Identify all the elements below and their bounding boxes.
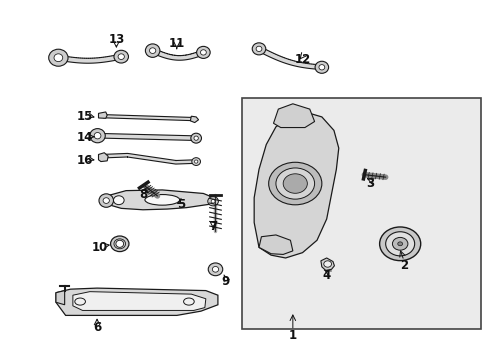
Ellipse shape — [99, 194, 113, 207]
Ellipse shape — [90, 129, 105, 143]
Ellipse shape — [208, 263, 223, 276]
Ellipse shape — [49, 49, 68, 66]
Ellipse shape — [211, 199, 215, 203]
Polygon shape — [56, 291, 64, 305]
Ellipse shape — [314, 61, 328, 73]
Ellipse shape — [145, 44, 160, 57]
Polygon shape — [259, 235, 292, 255]
Ellipse shape — [118, 54, 124, 59]
Ellipse shape — [385, 232, 414, 256]
FancyBboxPatch shape — [242, 99, 480, 329]
Text: 3: 3 — [366, 177, 373, 190]
Ellipse shape — [110, 236, 129, 252]
Ellipse shape — [191, 158, 200, 166]
Ellipse shape — [397, 242, 402, 246]
Ellipse shape — [256, 46, 262, 51]
Text: 4: 4 — [322, 269, 330, 282]
Ellipse shape — [75, 298, 85, 305]
Ellipse shape — [144, 194, 180, 205]
Text: 10: 10 — [91, 241, 107, 254]
Polygon shape — [103, 114, 192, 121]
Ellipse shape — [212, 266, 218, 272]
Polygon shape — [98, 153, 108, 162]
Polygon shape — [73, 292, 205, 310]
Polygon shape — [151, 49, 204, 60]
Ellipse shape — [116, 240, 123, 247]
Ellipse shape — [94, 132, 101, 139]
Ellipse shape — [207, 197, 218, 206]
Text: 16: 16 — [77, 154, 93, 167]
Ellipse shape — [323, 261, 331, 267]
Text: 14: 14 — [77, 131, 93, 144]
Polygon shape — [98, 112, 107, 118]
Ellipse shape — [379, 227, 420, 261]
Polygon shape — [101, 153, 195, 164]
Text: 6: 6 — [93, 321, 101, 334]
Polygon shape — [106, 190, 215, 210]
Ellipse shape — [200, 50, 206, 55]
Ellipse shape — [190, 133, 201, 143]
Polygon shape — [58, 54, 122, 63]
Polygon shape — [273, 104, 314, 127]
Polygon shape — [190, 116, 198, 123]
Ellipse shape — [113, 196, 124, 204]
Ellipse shape — [183, 298, 194, 305]
Ellipse shape — [194, 160, 198, 163]
Text: 7: 7 — [208, 220, 217, 233]
Text: 8: 8 — [139, 188, 147, 201]
Polygon shape — [97, 134, 196, 140]
Ellipse shape — [114, 50, 128, 63]
Text: 2: 2 — [399, 258, 407, 271]
Ellipse shape — [392, 238, 407, 250]
Ellipse shape — [318, 65, 324, 70]
Ellipse shape — [103, 198, 109, 203]
Text: 12: 12 — [294, 53, 310, 66]
Polygon shape — [56, 288, 218, 315]
Ellipse shape — [283, 174, 307, 193]
Polygon shape — [257, 47, 322, 69]
Ellipse shape — [54, 54, 62, 62]
Text: 1: 1 — [288, 329, 296, 342]
Text: 5: 5 — [177, 198, 185, 211]
Ellipse shape — [252, 43, 265, 55]
Ellipse shape — [268, 162, 321, 205]
Ellipse shape — [149, 48, 156, 54]
Text: 15: 15 — [77, 110, 93, 123]
Ellipse shape — [196, 46, 210, 58]
Text: 13: 13 — [108, 33, 124, 46]
Ellipse shape — [194, 136, 198, 140]
Polygon shape — [254, 113, 338, 258]
Text: 11: 11 — [168, 37, 184, 50]
Text: 9: 9 — [221, 275, 229, 288]
Ellipse shape — [275, 168, 314, 199]
Polygon shape — [320, 258, 334, 270]
